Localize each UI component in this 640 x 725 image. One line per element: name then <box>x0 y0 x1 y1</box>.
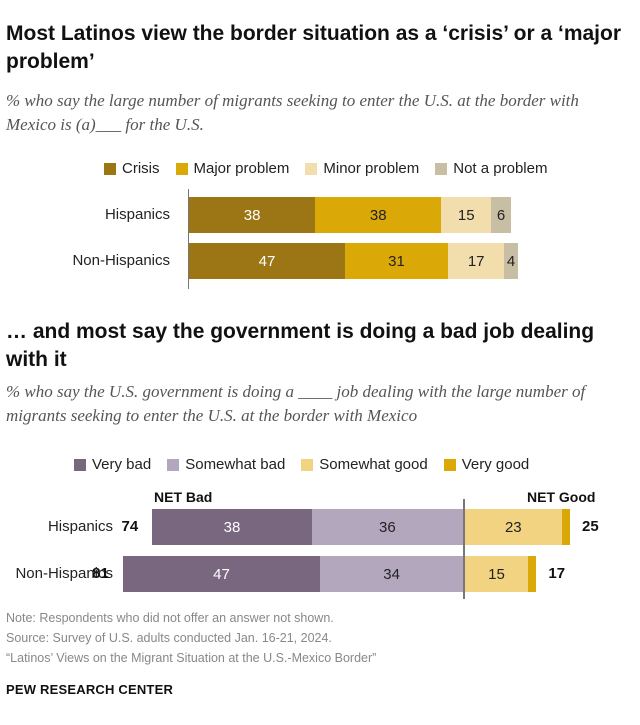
row-label: Non-Hispanics <box>72 252 170 269</box>
bar-segment: 23 <box>465 509 562 545</box>
bar-segment: 6 <box>491 197 512 233</box>
legend-label: Somewhat bad <box>185 456 286 473</box>
legend-item: Very bad <box>74 456 151 473</box>
report-title: “Latinos’ Views on the Migrant Situation… <box>6 651 377 665</box>
bar-segment: 15 <box>441 197 492 233</box>
net-good-header: NET Good <box>527 489 596 505</box>
legend-swatch <box>74 458 86 471</box>
chart1-legend: Crisis Major problem Minor problem Not a pr… <box>104 160 563 177</box>
bar-segment: 36 <box>311 509 463 545</box>
legend-item: Somewhat bad <box>167 456 285 473</box>
net-bad-header: NET Bad <box>154 489 213 505</box>
legend-swatch <box>104 162 116 175</box>
bar-segment: 4 <box>504 243 518 279</box>
legend-swatch <box>435 162 448 175</box>
row-label: Hispanics <box>47 518 113 535</box>
legend-item: Minor problem <box>305 160 419 177</box>
legend-item: Crisis <box>104 160 160 177</box>
net-bad-value: 81 <box>92 565 109 582</box>
source-note: Source: Survey of U.S. adults conducted … <box>6 631 332 645</box>
legend-label: Crisis <box>122 160 160 177</box>
footnote: Note: Respondents who did not offer an a… <box>6 611 334 625</box>
legend-label: Very good <box>461 456 530 473</box>
bar-segment: 31 <box>345 243 448 279</box>
chart1-subtitle: % who say the large number of migrants s… <box>6 91 579 134</box>
legend-swatch <box>443 458 456 471</box>
bar-segment: 47 <box>122 556 321 592</box>
row-label: Non-Hispanics <box>15 565 113 582</box>
bar-segment: 34 <box>320 556 463 592</box>
legend-label: Not a problem <box>453 160 548 177</box>
legend-item: Very good <box>443 456 530 473</box>
legend-item: Somewhat good <box>301 456 428 473</box>
bar-segment <box>528 556 537 592</box>
legend-label: Somewhat good <box>319 456 428 473</box>
legend-swatch <box>175 162 188 175</box>
chart2-zero-line <box>463 499 465 599</box>
chart2-subtitle: % who say the U.S. government is doing a… <box>6 382 586 425</box>
chart2-title: … and most say the government is doing a… <box>6 320 595 371</box>
bar-segment: 47 <box>189 243 346 279</box>
legend-label: Major problem <box>193 160 290 177</box>
bar-segment <box>561 509 570 545</box>
legend-swatch <box>301 458 314 471</box>
legend-swatch <box>167 458 180 471</box>
chart2-legend: Very bad Somewhat bad Somewhat good Very go… <box>74 456 545 473</box>
bar-segment: 38 <box>152 509 312 545</box>
pew-brand-logo: PEW RESEARCH CENTER <box>6 682 174 697</box>
bar-segment: 17 <box>447 243 505 279</box>
bar-segment: 38 <box>189 197 316 233</box>
net-good-value: 17 <box>548 565 566 582</box>
legend-item: Not a problem <box>435 160 547 177</box>
row-label: Hispanics <box>104 206 170 223</box>
chart1-title: Most Latinos view the border situation a… <box>6 22 621 73</box>
legend-label: Minor problem <box>323 160 420 177</box>
legend-swatch <box>305 162 318 175</box>
net-good-value: 25 <box>582 518 599 535</box>
legend-item: Major problem <box>175 160 290 177</box>
net-bad-value: 74 <box>121 518 139 535</box>
legend-label: Very bad <box>92 456 152 473</box>
bar-segment: 38 <box>315 197 442 233</box>
chart1-axis-line <box>188 189 189 289</box>
bar-segment: 15 <box>465 556 528 592</box>
